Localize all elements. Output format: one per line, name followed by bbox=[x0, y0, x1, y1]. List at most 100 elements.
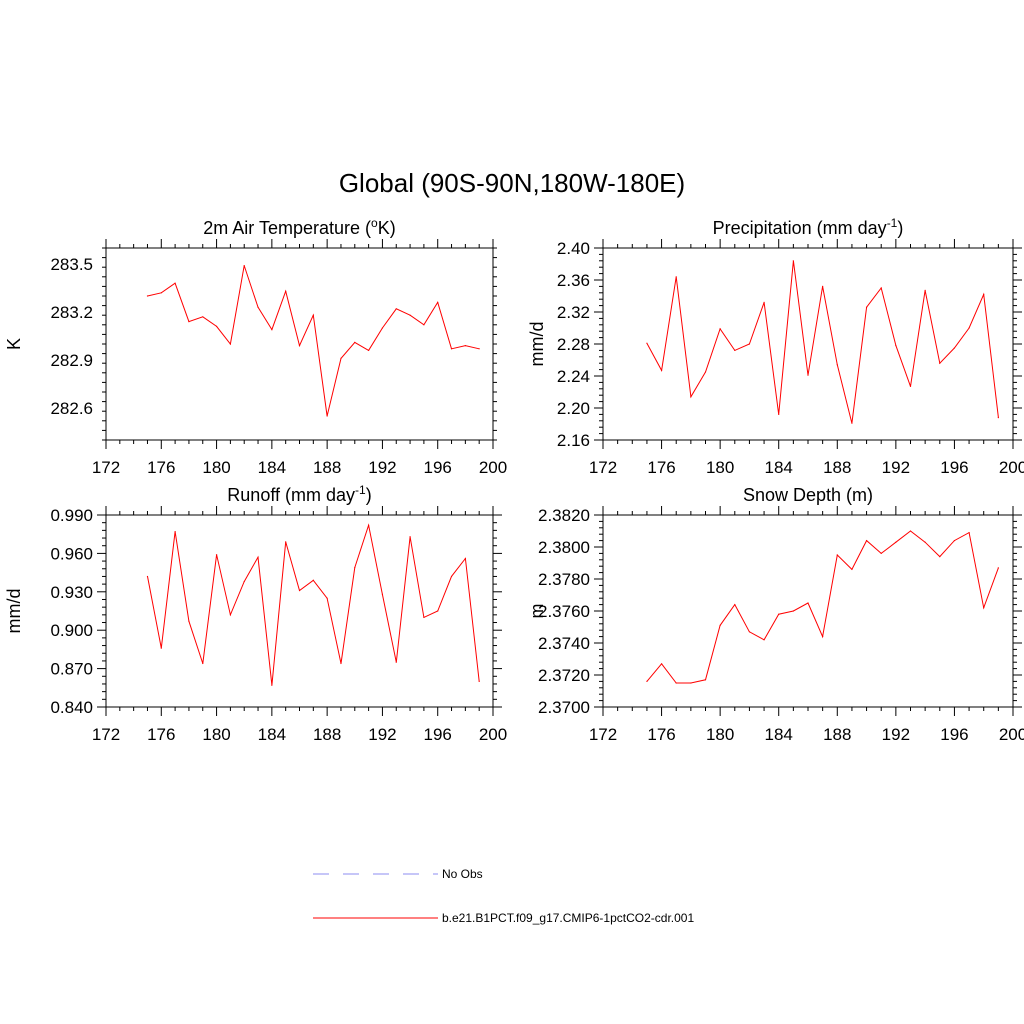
data-point bbox=[243, 580, 245, 583]
data-point bbox=[763, 639, 765, 641]
x-tick-label: 176 bbox=[147, 458, 175, 477]
x-tick-label: 184 bbox=[765, 458, 793, 477]
y-tick-label: 0.990 bbox=[50, 506, 93, 525]
data-point bbox=[381, 327, 384, 329]
y-tick-label: 283.2 bbox=[50, 303, 93, 322]
panel-title-superscript: -1 bbox=[887, 216, 898, 230]
data-point bbox=[836, 554, 838, 556]
series-line-1 bbox=[646, 530, 999, 684]
data-point bbox=[909, 385, 912, 387]
data-point bbox=[734, 604, 736, 606]
x-tick-label: 196 bbox=[940, 458, 968, 477]
x-tick-label: 196 bbox=[424, 458, 452, 477]
data-point bbox=[312, 314, 314, 316]
y-tick-label: 2.40 bbox=[557, 239, 590, 258]
data-point bbox=[719, 624, 721, 627]
x-tick-label: 180 bbox=[706, 725, 734, 744]
data-point bbox=[395, 661, 397, 663]
data-point bbox=[215, 554, 218, 556]
data-point bbox=[464, 557, 466, 560]
data-point bbox=[997, 567, 999, 569]
series-line-1 bbox=[646, 260, 999, 424]
y-tick-label: 2.3820 bbox=[538, 506, 590, 525]
x-tick-label: 176 bbox=[647, 458, 675, 477]
data-point bbox=[423, 324, 425, 326]
data-point bbox=[450, 575, 453, 578]
data-point bbox=[271, 329, 273, 331]
x-tick-label: 188 bbox=[313, 458, 341, 477]
data-point bbox=[778, 413, 780, 415]
x-tick-label: 196 bbox=[940, 725, 968, 744]
panel-3: 172 176 180 184 188 192 196 200 0.840 0.870 0.900 0… bbox=[4, 483, 507, 744]
y-tick-label: 2.32 bbox=[557, 303, 590, 322]
data-point bbox=[450, 348, 453, 350]
data-point bbox=[229, 614, 231, 616]
x-tick-label: 184 bbox=[765, 725, 793, 744]
y-tick-label: 0.870 bbox=[50, 660, 93, 679]
data-point bbox=[851, 422, 853, 424]
panel-title-superscript: o bbox=[371, 216, 378, 230]
data-point bbox=[326, 415, 328, 417]
y-tick-label: 2.24 bbox=[557, 367, 590, 386]
data-point bbox=[939, 362, 941, 364]
data-point bbox=[953, 347, 956, 349]
data-point bbox=[675, 276, 677, 278]
data-point bbox=[423, 616, 425, 619]
data-point bbox=[690, 396, 692, 398]
data-point bbox=[188, 321, 190, 323]
data-point bbox=[792, 610, 794, 612]
data-point bbox=[719, 328, 721, 330]
y-tick-label: 2.3760 bbox=[538, 602, 590, 621]
panel-title: Precipitation (mm day-1) bbox=[713, 216, 904, 238]
data-point bbox=[660, 369, 663, 371]
legend: No Obs b.e21.B1PCT.f09_g17.CMIP6-1pctCO2… bbox=[313, 867, 694, 925]
data-point bbox=[174, 282, 176, 284]
data-point bbox=[646, 680, 648, 683]
data-point bbox=[257, 306, 259, 308]
data-point bbox=[880, 287, 882, 289]
y-tick-label: 282.9 bbox=[50, 351, 93, 370]
panel-title-text: ) bbox=[897, 218, 903, 238]
data-point bbox=[381, 593, 384, 595]
x-tick-label: 172 bbox=[589, 725, 617, 744]
data-point bbox=[202, 662, 204, 665]
x-tick-label: 172 bbox=[589, 458, 617, 477]
panel-title-text: Precipitation (mm day bbox=[713, 218, 887, 238]
x-tick-label: 180 bbox=[202, 725, 230, 744]
data-point bbox=[257, 556, 259, 558]
data-point bbox=[340, 357, 342, 359]
data-point bbox=[807, 374, 809, 376]
y-tick-label: 0.840 bbox=[50, 698, 93, 717]
data-point bbox=[822, 636, 824, 638]
data-point bbox=[437, 610, 439, 612]
y-tick-label: 2.3700 bbox=[538, 698, 590, 717]
x-tick-label: 200 bbox=[999, 458, 1024, 477]
data-point bbox=[409, 314, 411, 316]
data-point bbox=[997, 417, 999, 419]
panel-title-text: ) bbox=[366, 485, 372, 505]
y-tick-label: 282.6 bbox=[50, 399, 93, 418]
y-tick-label: 2.3800 bbox=[538, 538, 590, 557]
y-tick-label: 2.3780 bbox=[538, 570, 590, 589]
data-point bbox=[953, 540, 956, 542]
x-tick-label: 172 bbox=[92, 458, 120, 477]
data-point bbox=[354, 341, 356, 343]
data-point bbox=[271, 684, 273, 686]
data-point bbox=[865, 540, 868, 542]
data-point bbox=[146, 295, 149, 297]
panel-title: Snow Depth (m) bbox=[743, 485, 873, 505]
data-point bbox=[285, 290, 287, 292]
data-point bbox=[229, 343, 231, 345]
y-axis-label: K bbox=[4, 338, 24, 350]
data-point bbox=[865, 306, 868, 308]
data-point bbox=[690, 682, 692, 684]
plot-frame bbox=[602, 247, 1014, 441]
series-line-1 bbox=[147, 523, 480, 686]
data-point bbox=[704, 679, 707, 681]
y-tick-label: 2.36 bbox=[557, 271, 590, 290]
data-point bbox=[968, 532, 970, 534]
y-tick-label: 0.960 bbox=[50, 544, 93, 563]
panel-title: Runoff (mm day-1) bbox=[227, 483, 371, 505]
data-point bbox=[983, 607, 985, 609]
